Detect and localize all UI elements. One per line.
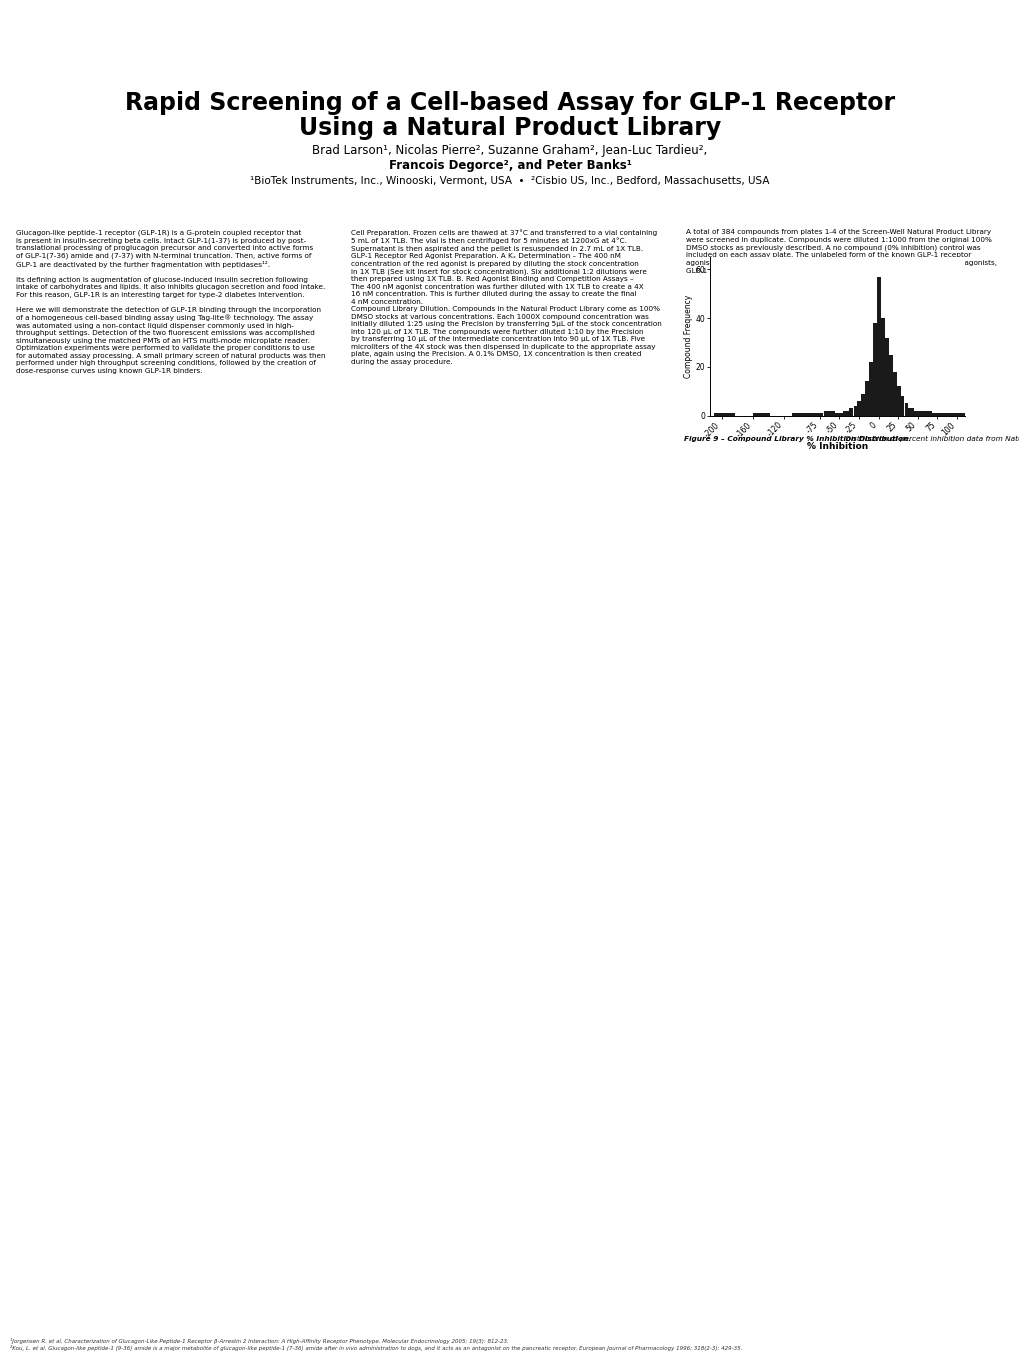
Text: Introduction: Introduction <box>14 201 91 212</box>
Bar <box>888 354 892 416</box>
Bar <box>908 409 913 416</box>
Bar <box>913 410 921 416</box>
Bar <box>872 323 876 416</box>
Text: GLP-1 Red Agonist Binding Kinetics: GLP-1 Red Agonist Binding Kinetics <box>348 807 556 818</box>
Bar <box>892 372 896 416</box>
Bar <box>843 410 848 416</box>
Bar <box>921 410 930 416</box>
Bar <box>848 409 853 416</box>
Text: Methods: Methods <box>348 201 401 212</box>
Bar <box>864 382 868 416</box>
Bar <box>931 413 945 416</box>
Text: ¹BioTek Instruments, Inc., Winooski, Vermont, USA  •  ²Cisbio US, Inc., Bedford,: ¹BioTek Instruments, Inc., Winooski, Ver… <box>250 175 769 186</box>
Bar <box>860 394 864 416</box>
Y-axis label: Compound Frequency: Compound Frequency <box>683 295 692 378</box>
Bar <box>792 413 807 416</box>
Text: Francois Degorce², and Peter Banks¹: Francois Degorce², and Peter Banks¹ <box>388 159 631 172</box>
Text: Glucagon-like peptide-1 receptor (GLP-1R) is a G-protein coupled receptor that
i: Glucagon-like peptide-1 receptor (GLP-1R… <box>16 230 326 373</box>
Bar <box>884 338 888 416</box>
Text: Positive Inhibitor Validation: Positive Inhibitor Validation <box>683 807 847 818</box>
Text: A total of 384 compounds from plates 1-4 of the Screen-Well Natural Product Libr: A total of 384 compounds from plates 1-4… <box>685 230 996 273</box>
Bar <box>876 277 880 416</box>
X-axis label: % Inhibition: % Inhibition <box>806 441 867 451</box>
Bar <box>835 413 843 416</box>
Bar <box>807 413 822 416</box>
Bar <box>868 363 872 416</box>
Bar <box>823 410 835 416</box>
Text: Glucagon GLP-1 Receptor Ligand
Binding Assay: Glucagon GLP-1 Receptor Ligand Binding A… <box>14 483 195 505</box>
Bar <box>853 406 857 416</box>
Text: Cell Preparation. Frozen cells are thawed at 37°C and transferred to a vial cont: Cell Preparation. Frozen cells are thawe… <box>351 230 661 365</box>
Text: Rapid Screening of a Cell-based Assay for GLP-1 Receptor: Rapid Screening of a Cell-based Assay fo… <box>124 91 895 115</box>
Text: Brad Larson¹, Nicolas Pierre², Suzanne Graham², Jean-Luc Tardieu²,: Brad Larson¹, Nicolas Pierre², Suzanne G… <box>312 144 707 158</box>
Text: GLP-1 Red Agonist Kₐ Determination: GLP-1 Red Agonist Kₐ Determination <box>348 1124 562 1135</box>
Text: BioTek Instrumentation: BioTek Instrumentation <box>14 807 152 818</box>
Bar <box>900 397 904 416</box>
Text: Materials: Materials <box>14 1124 69 1135</box>
Bar <box>713 413 735 416</box>
Bar <box>752 413 769 416</box>
Text: Natural Product Library Screen: Natural Product Library Screen <box>683 201 876 212</box>
Bar <box>880 318 883 416</box>
Text: Distribution of percent inhibition data from Natural Product Library compound sc: Distribution of percent inhibition data … <box>842 436 1019 441</box>
Text: Using a Natural Product Library: Using a Natural Product Library <box>299 115 720 140</box>
Bar <box>904 403 908 416</box>
Text: ¹Jorgensen R. et al. Characterization of Glucagon-Like Peptide-1 Receptor β-Arre: ¹Jorgensen R. et al. Characterization of… <box>10 1338 742 1351</box>
Text: Figure 9 – Compound Library % Inhibition Distribution.: Figure 9 – Compound Library % Inhibition… <box>684 436 911 441</box>
Bar <box>945 413 964 416</box>
Bar <box>857 401 860 416</box>
Bar <box>896 386 900 416</box>
